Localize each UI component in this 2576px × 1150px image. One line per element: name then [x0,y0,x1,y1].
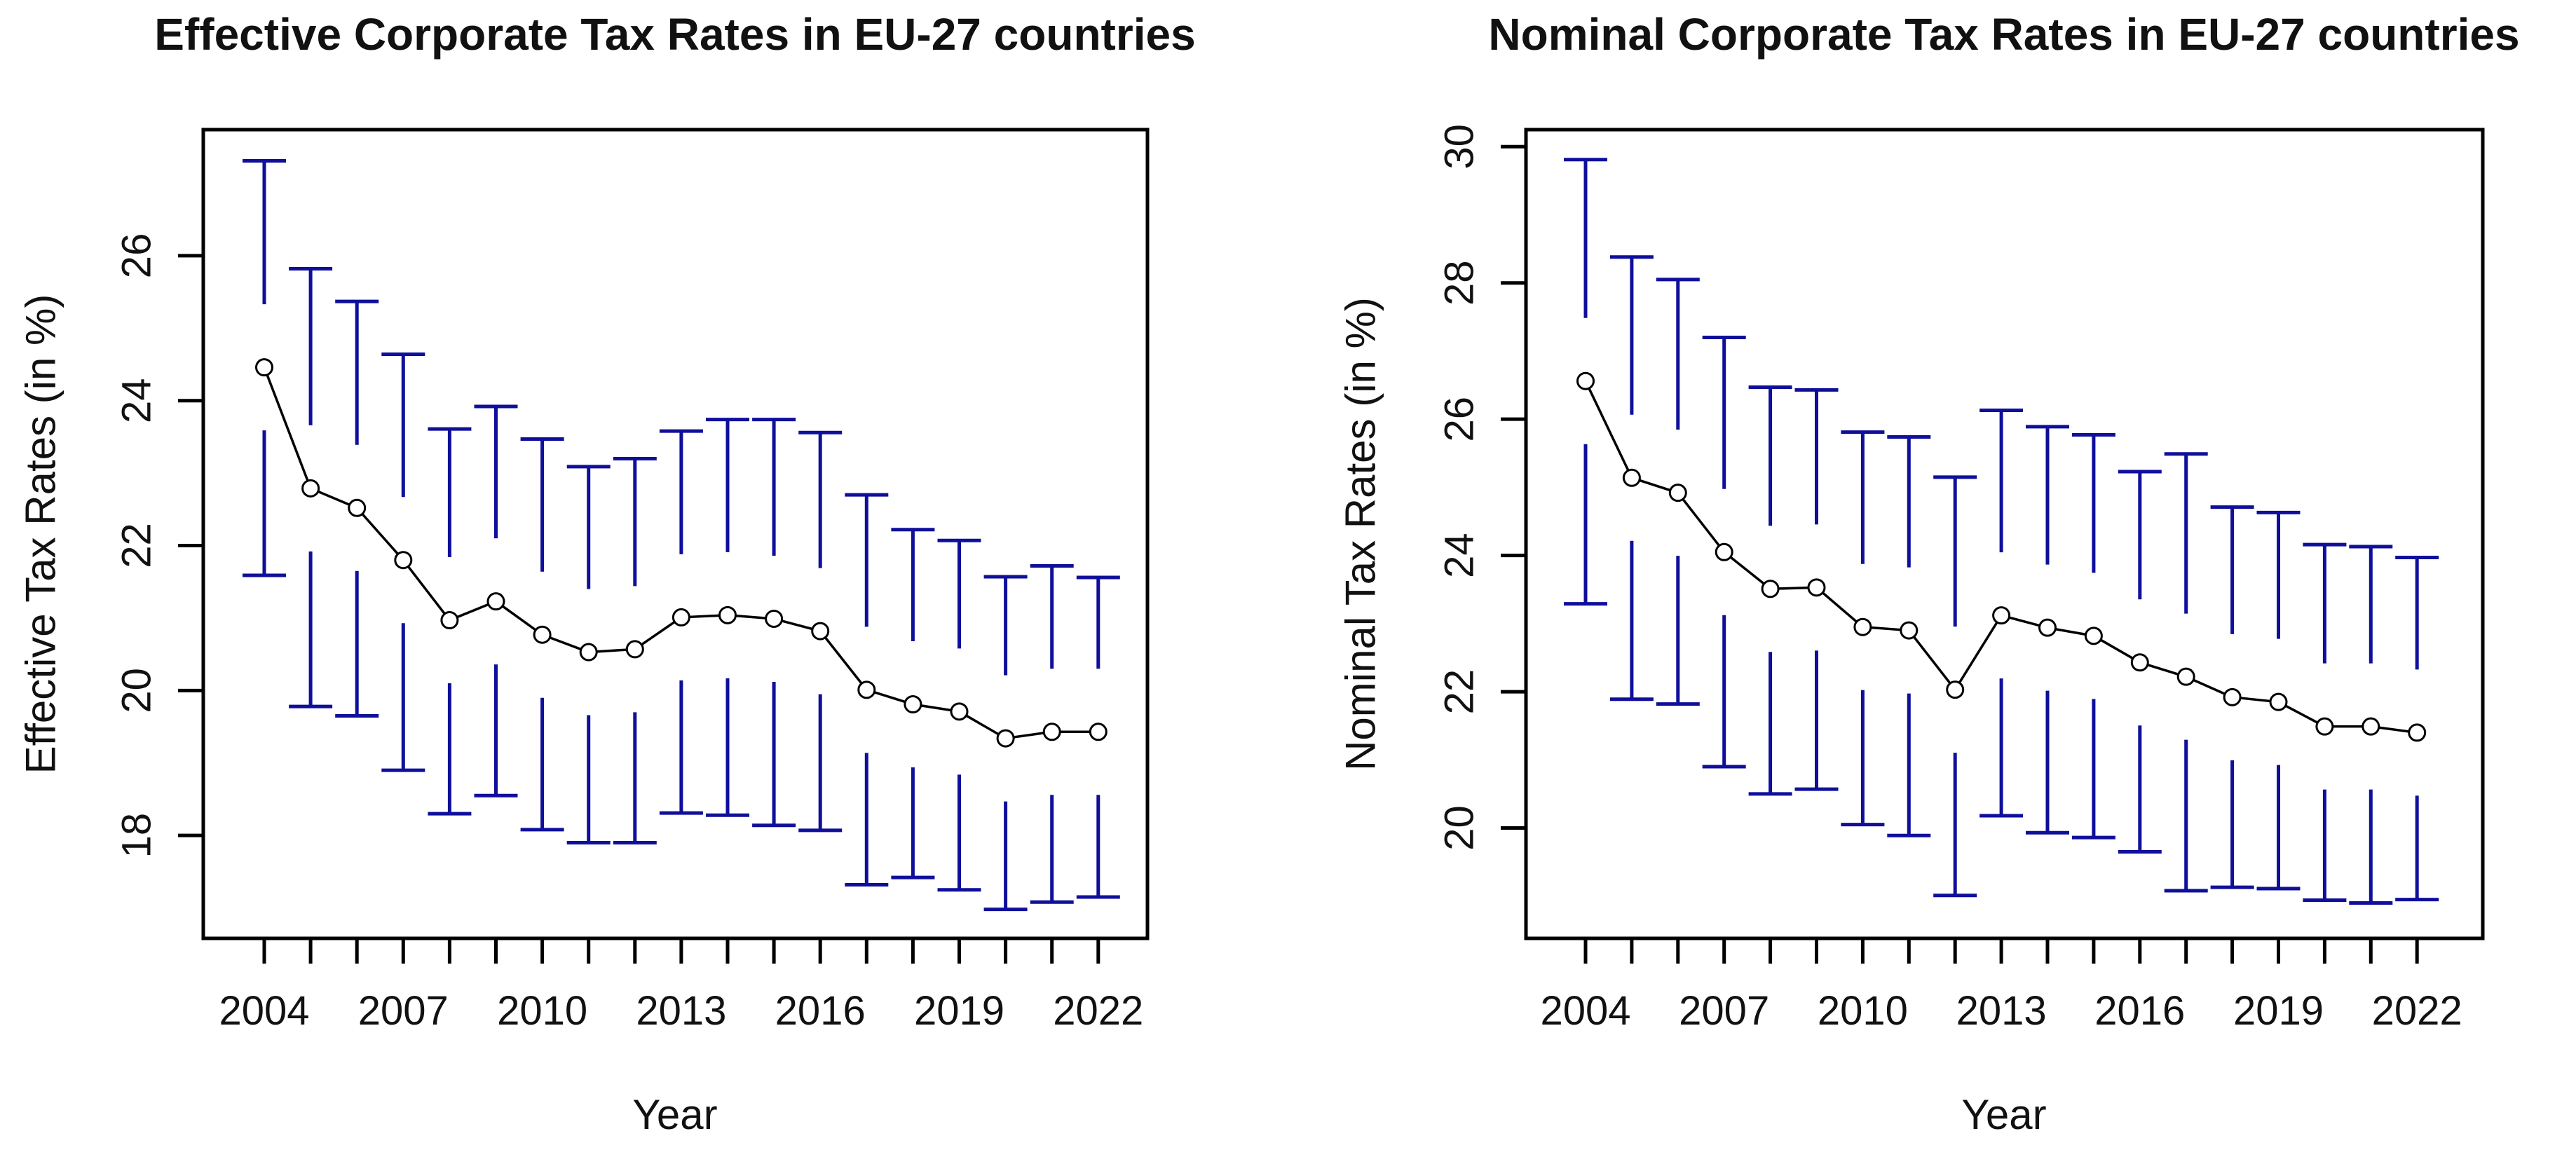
y-tick-label: 20 [1436,805,1482,851]
data-point [2315,717,2334,736]
x-tick-label: 2022 [1053,988,1143,1034]
data-point [2269,692,2288,711]
data-point [579,643,598,662]
data-point [904,695,922,714]
chart-title-nominal: Nominal Corporate Tax Rates in EU-27 cou… [1488,9,2520,60]
x-tick-label: 2019 [2233,988,2324,1034]
y-tick-label: 26 [1436,397,1482,442]
data-point [1668,484,1687,502]
data-point [2038,618,2057,637]
data-point [857,680,876,699]
data-point [394,551,413,570]
x-tick-label: 2010 [1818,988,1908,1034]
data-point [1576,371,1595,390]
y-tick-label: 30 [1436,124,1482,170]
y-tick-label: 24 [1436,533,1482,578]
data-point [348,498,367,517]
x-tick-label: 2016 [775,988,866,1034]
data-point [1992,606,2011,625]
x-tick-label: 2010 [497,988,587,1034]
y-tick-label: 22 [1436,669,1482,715]
data-point [1807,578,1826,597]
data-point [440,611,459,630]
data-point [811,622,830,641]
x-tick-label: 2004 [219,988,309,1034]
data-point [950,702,969,721]
data-point [1853,617,1872,636]
data-point [1946,680,1965,699]
y-tick-label: 28 [1436,260,1482,306]
x-tick-label: 2022 [2372,988,2462,1034]
x-tick-label: 2019 [914,988,1004,1034]
data-point [1761,580,1780,598]
x-axis-title-effective: Year [632,1091,718,1138]
data-point [1042,723,1061,741]
data-point [672,608,690,627]
x-tick-label: 2004 [1540,988,1630,1034]
y-axis-title-nominal: Nominal Tax Rates (in %) [1337,297,1384,771]
data-point [486,592,505,611]
x-tick-label: 2007 [358,988,449,1034]
x-tick-label: 2013 [1956,988,2047,1034]
data-point [2176,667,2195,686]
data-point [2223,687,2242,706]
data-point [996,729,1015,748]
chart-title-effective: Effective Corporate Tax Rates in EU-27 c… [154,9,1196,60]
x-axis-title-nominal: Year [1961,1091,2047,1138]
plot-box [1524,128,2485,940]
data-point [2362,717,2380,736]
plot-box [201,128,1150,940]
data-point [301,479,320,498]
error-bars [1564,158,2439,905]
y-tick-label: 24 [114,378,159,423]
y-tick-label: 22 [114,523,159,568]
y-tick-label: 20 [114,668,159,713]
y-tick-label: 26 [114,233,159,279]
data-point [255,358,273,377]
data-point [625,640,644,659]
data-point [2408,723,2427,742]
data-point [533,625,552,644]
data-point [1900,621,1919,640]
data-point [718,605,737,624]
data-point [1622,468,1641,487]
data-point [765,609,784,628]
data-point [1089,723,1108,741]
data-point [2084,627,2103,645]
data-point [2130,653,2149,672]
y-axis-title-effective: Effective Tax Rates (in %) [17,294,64,774]
y-tick-label: 18 [114,813,159,858]
x-tick-label: 2007 [1679,988,1769,1034]
error-bars [243,158,1120,912]
x-tick-label: 2013 [636,988,726,1034]
x-tick-label: 2016 [2094,988,2185,1034]
data-point [1715,542,1733,561]
